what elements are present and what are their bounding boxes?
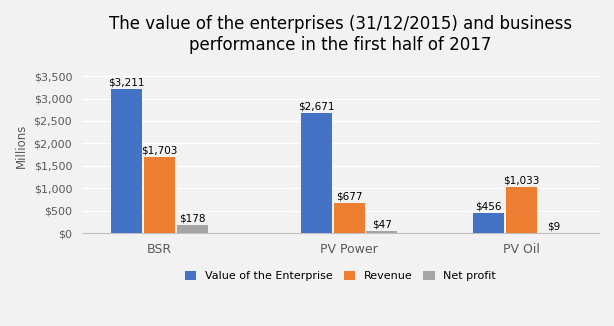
Bar <box>177 225 208 233</box>
Bar <box>111 89 142 233</box>
Text: $2,671: $2,671 <box>298 102 335 112</box>
Text: $677: $677 <box>336 191 362 201</box>
Text: $47: $47 <box>372 219 392 230</box>
Text: $9: $9 <box>548 221 561 231</box>
Text: $1,703: $1,703 <box>141 145 177 155</box>
Text: $456: $456 <box>475 201 502 211</box>
Bar <box>144 157 175 233</box>
Text: $1,033: $1,033 <box>503 175 540 185</box>
Title: The value of the enterprises (31/12/2015) and business
performance in the first : The value of the enterprises (31/12/2015… <box>109 15 572 54</box>
Legend: Value of the Enterprise, Revenue, Net profit: Value of the Enterprise, Revenue, Net pr… <box>181 267 500 286</box>
Bar <box>301 113 332 233</box>
Bar <box>333 203 365 233</box>
Bar <box>473 213 504 233</box>
Bar <box>506 187 537 233</box>
Text: $178: $178 <box>179 214 206 224</box>
Text: $3,211: $3,211 <box>109 78 145 87</box>
Y-axis label: Millions: Millions <box>15 124 28 168</box>
Bar <box>367 231 397 233</box>
